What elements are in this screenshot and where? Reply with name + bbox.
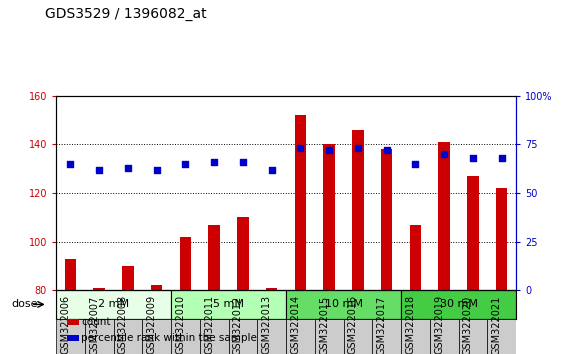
Text: GSM322017: GSM322017 [377,295,387,354]
Point [468,155,477,161]
Point [238,159,247,165]
Bar [315,319,343,354]
Text: GSM322011: GSM322011 [204,295,214,354]
Point [325,147,334,153]
Bar [171,290,286,319]
Text: GSM322015: GSM322015 [319,295,329,354]
Bar [65,259,76,290]
Bar [373,319,401,354]
Text: GSM322020: GSM322020 [463,295,473,354]
Bar [85,319,113,354]
Bar [295,115,306,290]
Bar [401,290,516,319]
Text: GSM322010: GSM322010 [176,295,186,354]
Point [411,161,420,166]
Bar [266,288,278,290]
Text: GSM322007: GSM322007 [89,295,99,354]
Bar [430,319,459,354]
Point [440,151,449,157]
Point [66,161,75,166]
Point [382,147,391,153]
Text: GSM322016: GSM322016 [348,295,358,354]
Point [267,167,276,172]
Text: GSM322021: GSM322021 [492,295,502,354]
Bar [94,288,105,290]
Bar [496,188,508,290]
Bar [352,130,364,290]
Point [353,145,362,151]
Bar [151,285,163,290]
Text: GSM322014: GSM322014 [291,295,301,354]
Point [95,167,104,172]
Text: count: count [81,317,111,327]
Text: dose: dose [11,299,38,309]
Bar [56,319,85,354]
Bar [381,149,393,290]
Text: GSM322009: GSM322009 [147,295,157,354]
Text: GDS3529 / 1396082_at: GDS3529 / 1396082_at [45,7,206,21]
Bar [209,224,220,290]
Text: percentile rank within the sample: percentile rank within the sample [81,333,257,343]
Text: 10 mM: 10 mM [325,299,362,309]
Bar [229,319,257,354]
Bar [488,319,516,354]
Bar [200,319,229,354]
Text: GSM322008: GSM322008 [118,295,128,354]
Bar [286,290,401,319]
Bar [142,319,171,354]
Bar [467,176,479,290]
Bar [122,266,134,290]
Bar [180,237,191,290]
Bar [324,144,335,290]
Text: GSM322018: GSM322018 [406,295,416,354]
Text: 2 mM: 2 mM [98,299,129,309]
Text: 30 mM: 30 mM [440,299,477,309]
Point [123,165,132,170]
Text: 5 mM: 5 mM [213,299,244,309]
Bar [237,217,249,290]
Bar [343,319,373,354]
Bar [171,319,200,354]
Point [296,145,305,151]
Bar [56,290,171,319]
Text: GSM322013: GSM322013 [262,295,272,354]
Text: GSM322006: GSM322006 [61,295,71,354]
Bar [439,142,450,290]
Point [181,161,190,166]
Point [497,155,506,161]
Text: GSM322019: GSM322019 [434,295,444,354]
Bar [257,319,286,354]
Point [210,159,219,165]
Bar [401,319,430,354]
Bar [410,224,421,290]
Text: GSM322012: GSM322012 [233,295,243,354]
Bar [458,319,488,354]
Point [152,167,161,172]
Bar [113,319,142,354]
Bar [286,319,315,354]
